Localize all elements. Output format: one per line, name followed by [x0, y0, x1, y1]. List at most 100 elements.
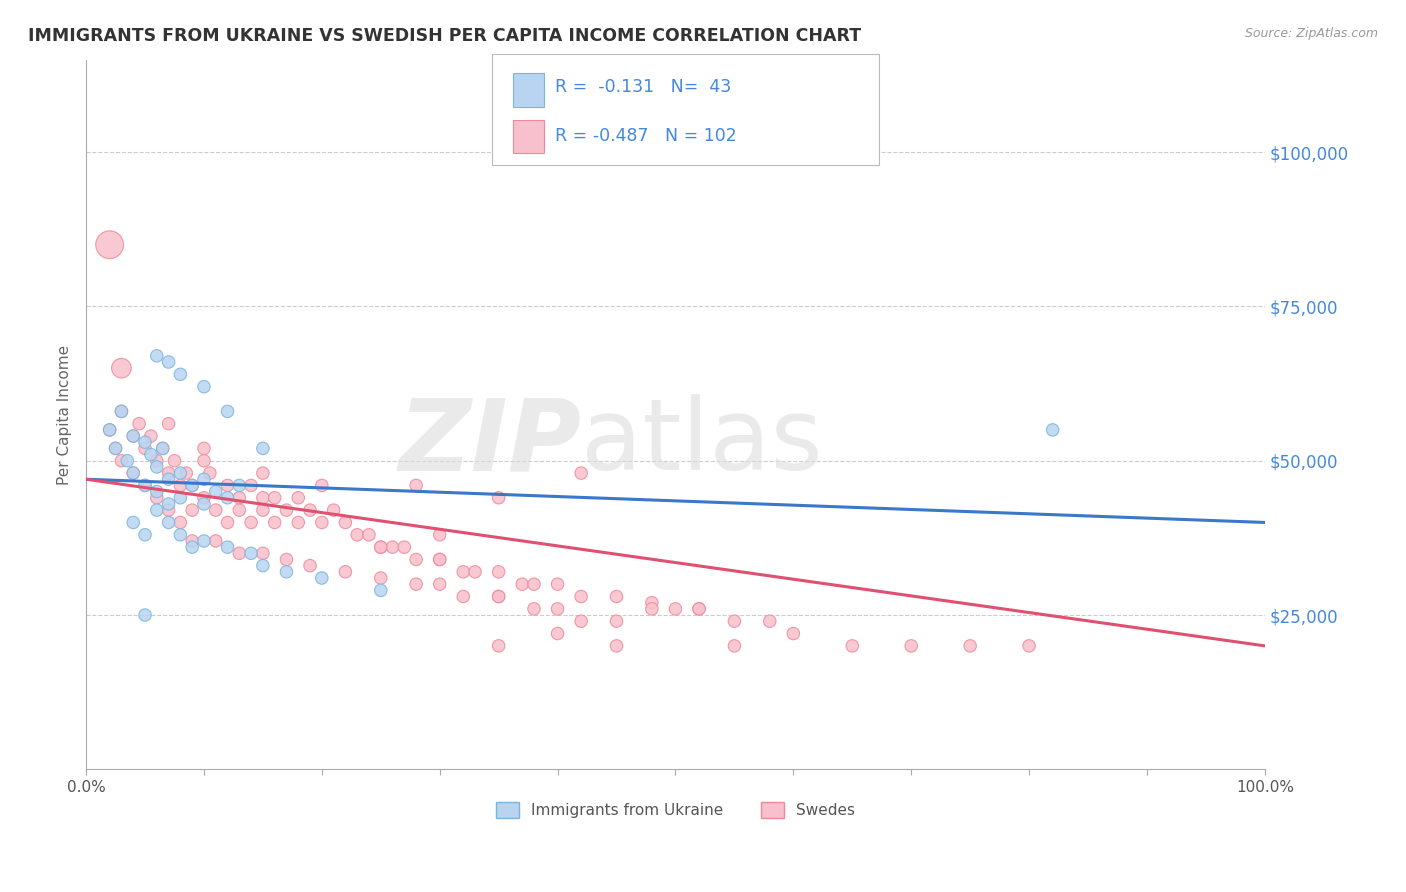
- Point: [841, 639, 863, 653]
- Point: [122, 429, 145, 443]
- Point: [98, 423, 121, 437]
- Point: [139, 429, 162, 443]
- Point: [110, 361, 132, 376]
- Point: [488, 639, 510, 653]
- Point: [263, 491, 285, 505]
- Text: Source: ZipAtlas.com: Source: ZipAtlas.com: [1244, 27, 1378, 40]
- Point: [357, 528, 380, 542]
- Point: [157, 466, 180, 480]
- Point: [959, 639, 981, 653]
- Point: [134, 442, 156, 456]
- Point: [169, 491, 191, 505]
- Y-axis label: Per Capita Income: Per Capita Income: [58, 344, 72, 484]
- Point: [217, 540, 239, 554]
- Point: [370, 540, 392, 554]
- Point: [181, 478, 204, 492]
- Point: [664, 602, 686, 616]
- Point: [134, 435, 156, 450]
- Point: [335, 516, 357, 530]
- Point: [299, 558, 322, 573]
- Point: [228, 491, 250, 505]
- Point: [217, 516, 239, 530]
- Point: [146, 459, 169, 474]
- Point: [110, 404, 132, 418]
- Point: [98, 423, 121, 437]
- Point: [104, 442, 127, 456]
- Point: [394, 540, 416, 554]
- Point: [169, 466, 191, 480]
- Point: [134, 528, 156, 542]
- Point: [228, 546, 250, 560]
- Text: R =  -0.131   N=  43: R = -0.131 N= 43: [555, 78, 731, 96]
- Point: [252, 491, 274, 505]
- Point: [252, 558, 274, 573]
- Point: [163, 454, 186, 468]
- Point: [569, 590, 592, 604]
- Point: [146, 503, 169, 517]
- Point: [240, 546, 263, 560]
- Point: [169, 516, 191, 530]
- Point: [122, 466, 145, 480]
- Point: [405, 478, 427, 492]
- Point: [157, 516, 180, 530]
- Text: IMMIGRANTS FROM UKRAINE VS SWEDISH PER CAPITA INCOME CORRELATION CHART: IMMIGRANTS FROM UKRAINE VS SWEDISH PER C…: [28, 27, 862, 45]
- Point: [723, 639, 745, 653]
- Point: [429, 552, 451, 566]
- Point: [146, 454, 169, 468]
- Point: [157, 497, 180, 511]
- Point: [193, 379, 215, 393]
- Point: [228, 503, 250, 517]
- Point: [181, 503, 204, 517]
- Point: [405, 552, 427, 566]
- Point: [110, 454, 132, 468]
- Point: [217, 491, 239, 505]
- Point: [782, 626, 804, 640]
- Point: [134, 478, 156, 492]
- Point: [523, 577, 546, 591]
- Point: [98, 237, 121, 252]
- Point: [641, 596, 664, 610]
- Point: [381, 540, 404, 554]
- Point: [605, 590, 627, 604]
- Point: [217, 478, 239, 492]
- Point: [169, 478, 191, 492]
- Point: [152, 442, 174, 456]
- Point: [405, 577, 427, 591]
- Point: [547, 577, 569, 591]
- Point: [605, 614, 627, 628]
- Point: [169, 528, 191, 542]
- Point: [429, 552, 451, 566]
- Point: [1042, 423, 1064, 437]
- Point: [322, 503, 344, 517]
- Point: [569, 466, 592, 480]
- Point: [488, 565, 510, 579]
- Point: [104, 442, 127, 456]
- Point: [128, 417, 150, 431]
- Point: [252, 503, 274, 517]
- Text: atlas: atlas: [581, 394, 823, 491]
- Point: [146, 484, 169, 499]
- Point: [122, 429, 145, 443]
- Point: [1018, 639, 1040, 653]
- Point: [429, 528, 451, 542]
- Point: [263, 516, 285, 530]
- Point: [276, 565, 298, 579]
- Point: [311, 516, 333, 530]
- Point: [900, 639, 922, 653]
- Point: [181, 540, 204, 554]
- Point: [198, 466, 221, 480]
- Point: [523, 602, 546, 616]
- Point: [252, 546, 274, 560]
- Point: [723, 614, 745, 628]
- Point: [346, 528, 368, 542]
- Point: [193, 497, 215, 511]
- Point: [641, 602, 664, 616]
- Point: [335, 565, 357, 579]
- Point: [146, 491, 169, 505]
- Point: [252, 466, 274, 480]
- Point: [146, 349, 169, 363]
- Point: [547, 602, 569, 616]
- Point: [193, 442, 215, 456]
- Point: [134, 478, 156, 492]
- Point: [169, 368, 191, 382]
